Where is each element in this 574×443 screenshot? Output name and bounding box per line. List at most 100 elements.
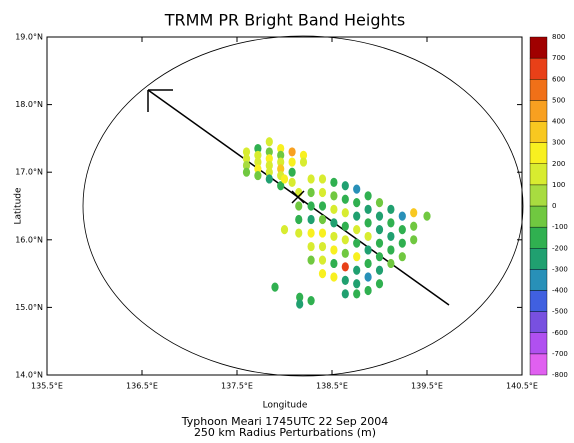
dot (387, 218, 395, 228)
dot (265, 174, 273, 184)
dot (277, 181, 285, 191)
dot (330, 231, 338, 242)
dot (341, 262, 349, 272)
dot (318, 241, 327, 252)
dot (364, 272, 372, 282)
dot (296, 292, 304, 302)
dot (330, 191, 338, 201)
dot (330, 245, 338, 255)
dot (242, 160, 251, 171)
y-axis-label: Latitude (14, 187, 24, 225)
dot (375, 238, 384, 248)
dot (353, 279, 361, 289)
x-tick-label: 135.5°E (31, 382, 63, 391)
colorbar-label: 400 (552, 118, 565, 126)
dot (307, 174, 315, 184)
dots (242, 137, 431, 309)
colorbar-label: -400 (552, 287, 568, 295)
caption: Typhoon Meari 1745UTC 22 Sep 2004 (181, 415, 389, 428)
dot (364, 204, 372, 214)
dot (242, 154, 251, 164)
colorbar-swatch (529, 332, 548, 355)
dot (375, 279, 384, 289)
dot (277, 150, 285, 160)
dot (375, 265, 384, 275)
dot (295, 214, 303, 225)
dot (375, 211, 384, 221)
dot (330, 272, 338, 282)
dot (387, 245, 395, 255)
colorbar-label: 700 (552, 54, 565, 62)
colorbar-swatch (529, 121, 548, 143)
dot (295, 201, 303, 211)
colorbar-swatch (529, 184, 548, 207)
colorbar-label: 800 (552, 33, 565, 41)
colorbar-swatch (529, 79, 548, 101)
colorbar-swatch (529, 269, 548, 291)
colorbar-label: -800 (552, 371, 568, 379)
dot (307, 296, 315, 306)
dot (277, 164, 285, 174)
colorbar-swatch (529, 353, 548, 376)
dot (364, 218, 372, 228)
colorbar-swatch (529, 163, 548, 186)
y-tick-label: 17.0°N (15, 168, 43, 177)
dot (307, 241, 315, 252)
colorbar-swatch (529, 100, 548, 122)
colorbar-swatch (529, 57, 548, 80)
colorbar-label: 600 (552, 75, 565, 83)
dot (341, 181, 349, 191)
x-tick-label: 137.5°E (221, 382, 253, 391)
dot (318, 228, 327, 238)
dot (265, 154, 273, 164)
dot (341, 289, 349, 299)
colorbar-swatch (529, 36, 548, 59)
dot (318, 269, 327, 279)
y-tick-label: 18.0°N (15, 100, 43, 109)
dot (364, 191, 372, 201)
dot (295, 228, 303, 238)
dot (398, 211, 406, 221)
x-tick-label: 140.5°E (506, 382, 538, 391)
plot-frame (46, 36, 523, 376)
dot (387, 204, 395, 214)
x-tick-label: 136.5°E (126, 382, 158, 391)
dot (353, 252, 361, 262)
dot (353, 198, 361, 208)
dot (375, 225, 384, 235)
dot (410, 208, 418, 218)
dot (307, 201, 315, 211)
colorbar-label: -300 (552, 265, 568, 273)
colorbar-label: 200 (552, 160, 565, 168)
dot (277, 157, 285, 167)
dot (254, 143, 262, 154)
dot (364, 258, 372, 269)
dot (318, 187, 327, 198)
dot (277, 143, 285, 154)
colorbar-swatch (529, 205, 548, 228)
dot (318, 255, 327, 265)
dot (254, 150, 262, 160)
dot (265, 137, 273, 147)
dot (387, 258, 395, 269)
dot (265, 167, 273, 177)
dot (410, 221, 418, 231)
dot (242, 167, 251, 177)
dot (318, 214, 327, 225)
dot (307, 214, 315, 225)
dot (375, 252, 384, 262)
colorbar-label: 100 (552, 181, 565, 189)
colorbar-label: -200 (552, 244, 568, 252)
dot (265, 147, 273, 157)
colorbar-label: 0 (552, 202, 556, 210)
colorbar-swatch (529, 248, 548, 270)
colorbar-swatch (529, 226, 548, 249)
dot (318, 174, 327, 184)
dot (288, 157, 296, 167)
y-tick-label: 19.0°N (15, 33, 43, 42)
dot (341, 221, 349, 231)
dot (330, 204, 338, 214)
dot (398, 252, 406, 262)
colorbar-label: -100 (552, 223, 568, 231)
